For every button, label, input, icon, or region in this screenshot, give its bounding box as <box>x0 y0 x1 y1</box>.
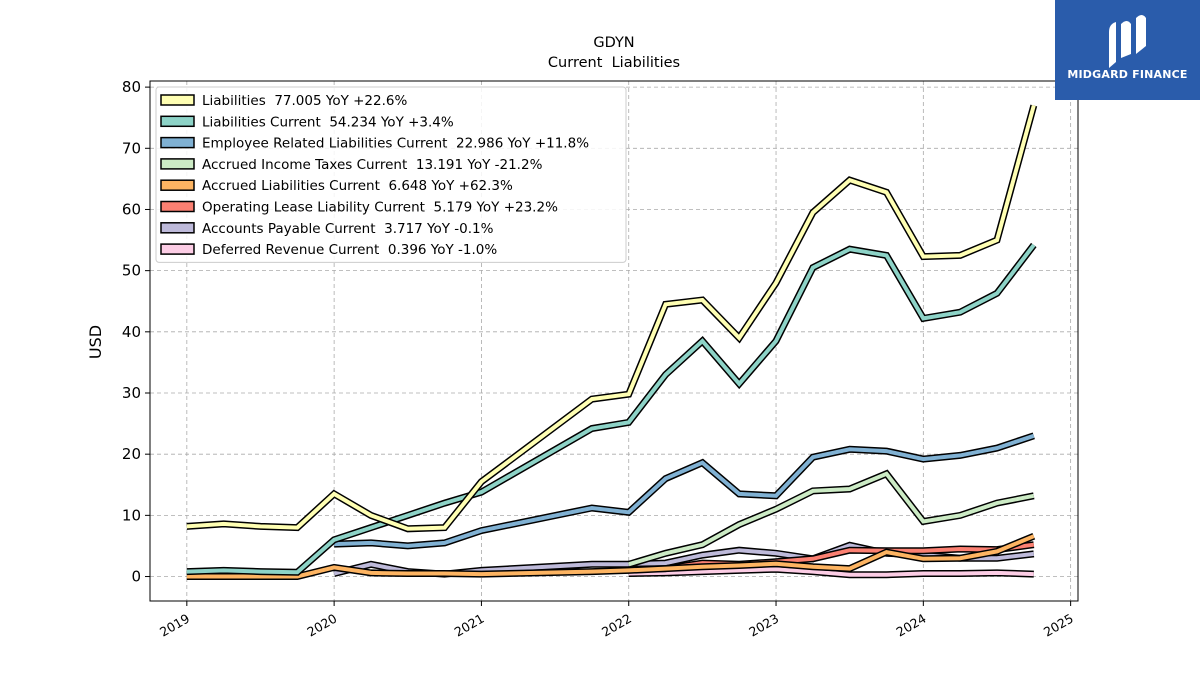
y-tick-label: 60 <box>122 200 141 218</box>
y-tick-label: 40 <box>122 323 141 341</box>
x-tick-label: 2020 <box>304 611 339 640</box>
brand-name: MIDGARD FINANCE <box>1067 68 1188 81</box>
series-line <box>627 469 1035 568</box>
series-line <box>186 532 1036 580</box>
y-tick-label: 0 <box>131 568 141 586</box>
legend-entry: Accounts Payable Current 3.717 YoY -0.1% <box>202 221 494 237</box>
x-tick-label: 2022 <box>599 611 634 640</box>
series-line-fill <box>186 243 1036 575</box>
legend-entry: Liabilities Current 54.234 YoY +3.4% <box>202 114 454 130</box>
y-axis-label: USD <box>86 325 105 359</box>
series-line-fill <box>628 471 1035 567</box>
series-line <box>628 565 1034 579</box>
plot-frame <box>149 80 1079 602</box>
legend-entry: Liabilities 77.005 YoY +22.6% <box>202 93 407 109</box>
brand-logo: MIDGARD FINANCE <box>1055 0 1200 100</box>
series-line-outline <box>186 242 1037 576</box>
y-tick-label: 70 <box>122 139 141 157</box>
legend-swatch <box>160 115 195 128</box>
series-line <box>186 242 1037 576</box>
x-tick-label: 2021 <box>452 611 487 640</box>
y-tick-label: 30 <box>122 384 141 402</box>
legend-swatch <box>160 222 195 234</box>
chart-subtitle: Current Liabilities <box>548 55 680 71</box>
legend-entry: Accrued Liabilities Current 6.648 YoY +6… <box>202 178 513 194</box>
series-line-fill <box>334 433 1035 548</box>
series-line-fill <box>628 567 1034 577</box>
legend-swatch <box>160 136 195 149</box>
y-tick-label: 50 <box>122 262 141 280</box>
y-tick-label: 80 <box>122 78 141 96</box>
midgard-logo-icon <box>1109 15 1146 68</box>
x-tick-label: 2019 <box>157 611 192 640</box>
legend-swatch <box>160 200 195 213</box>
legend-swatch <box>160 179 195 191</box>
x-tick-label: 2023 <box>746 611 781 640</box>
y-tick-label: 10 <box>122 506 141 524</box>
series-lines <box>186 104 1038 580</box>
series-line <box>333 432 1035 550</box>
legend-swatch <box>160 243 195 255</box>
legend-box <box>155 86 627 263</box>
series-line-fill <box>186 534 1035 579</box>
legend-entry: Employee Related Liabilities Current 22.… <box>202 136 589 152</box>
x-tick-label: 2025 <box>1041 611 1076 640</box>
series-line <box>186 104 1038 533</box>
legend-swatch <box>160 94 195 106</box>
y-tick-label: 20 <box>122 445 141 463</box>
legend-entry: Accrued Income Taxes Current 13.191 YoY … <box>202 157 543 173</box>
legend-entry: Operating Lease Liability Current 5.179 … <box>202 200 558 216</box>
series-line-fill <box>186 104 1036 531</box>
x-tick-label: 2024 <box>894 611 929 640</box>
legend-swatch <box>160 158 195 170</box>
chart-title: GDYN <box>593 35 634 51</box>
legend: Liabilities 77.005 YoY +22.6% Liabilities… <box>155 86 627 263</box>
grid <box>150 81 1078 601</box>
legend-entry: Deferred Revenue Current 0.396 YoY -1.0% <box>202 242 497 258</box>
